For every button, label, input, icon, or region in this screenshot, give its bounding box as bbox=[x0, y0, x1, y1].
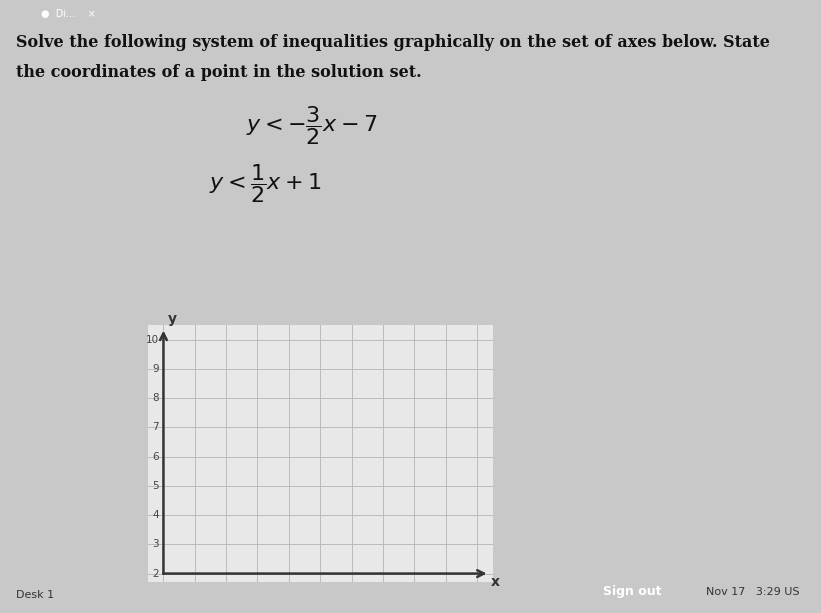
Text: $y < -\dfrac{3}{2}x - 7$: $y < -\dfrac{3}{2}x - 7$ bbox=[246, 104, 378, 147]
Text: 10: 10 bbox=[145, 335, 158, 345]
Text: Sign out: Sign out bbox=[603, 585, 662, 598]
Text: 3: 3 bbox=[152, 539, 158, 549]
Text: 5: 5 bbox=[152, 481, 158, 491]
Text: 2: 2 bbox=[152, 569, 158, 579]
Text: x: x bbox=[491, 575, 500, 589]
Text: Nov 17   3:29 US: Nov 17 3:29 US bbox=[706, 587, 800, 596]
Text: ●  Di...    ×: ● Di... × bbox=[41, 9, 96, 19]
Text: 6: 6 bbox=[152, 452, 158, 462]
Text: 4: 4 bbox=[152, 510, 158, 520]
Text: y: y bbox=[168, 313, 177, 326]
Text: the coordinates of a point in the solution set.: the coordinates of a point in the soluti… bbox=[16, 64, 422, 82]
Text: 9: 9 bbox=[152, 364, 158, 374]
Text: Desk 1: Desk 1 bbox=[16, 590, 54, 600]
Text: 8: 8 bbox=[152, 393, 158, 403]
Text: $y < \dfrac{1}{2}x + 1$: $y < \dfrac{1}{2}x + 1$ bbox=[209, 162, 322, 205]
Text: Solve the following system of inequalities graphically on the set of axes below.: Solve the following system of inequaliti… bbox=[16, 34, 770, 51]
Text: 7: 7 bbox=[152, 422, 158, 432]
